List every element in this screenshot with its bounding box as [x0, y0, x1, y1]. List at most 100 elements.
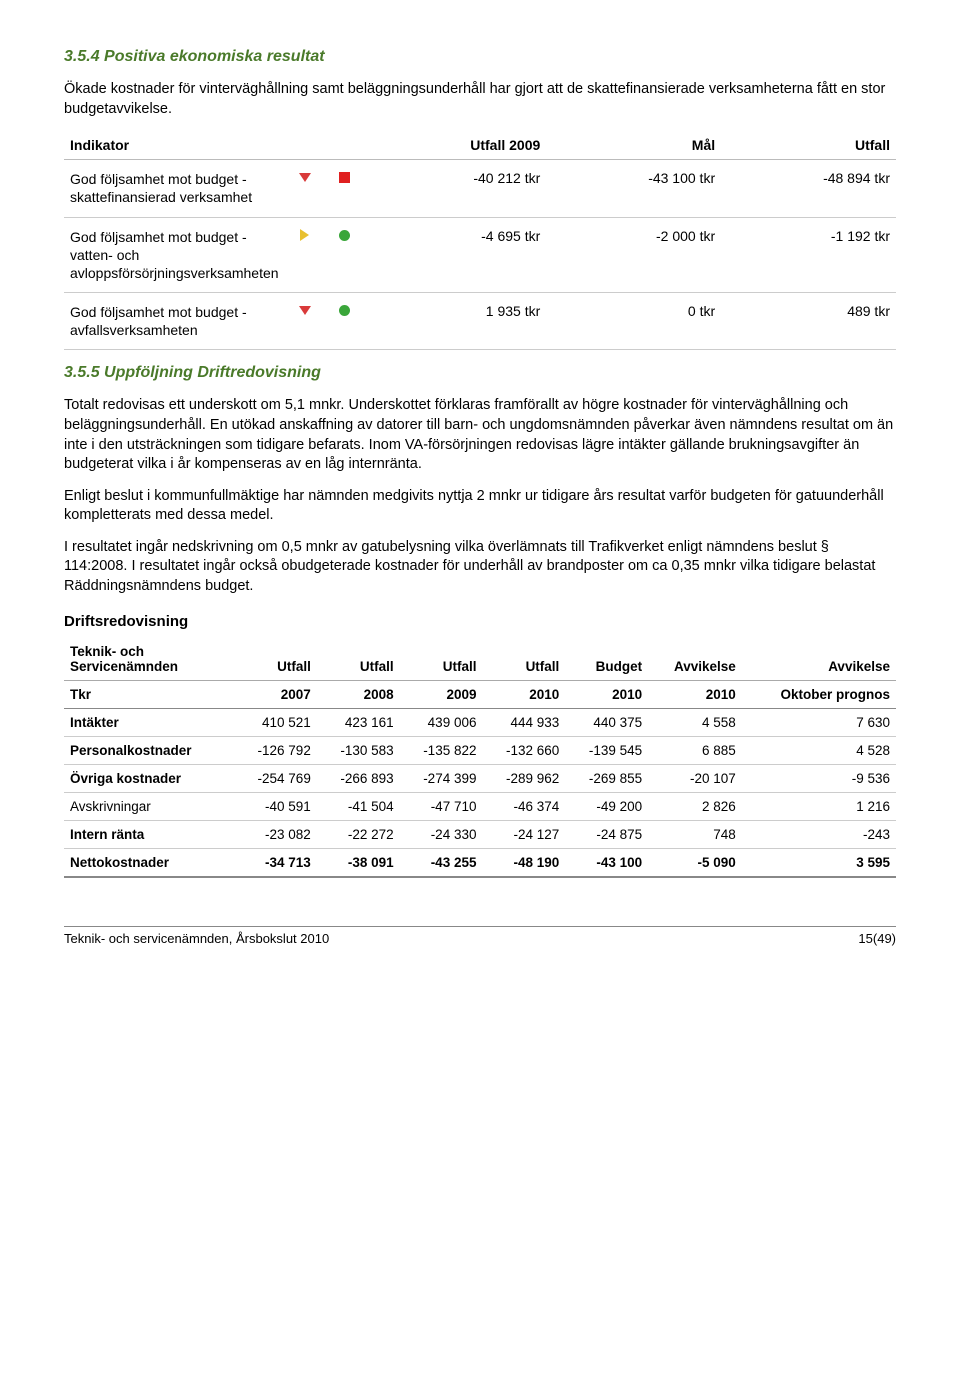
drift-row-value: 423 161 — [317, 708, 400, 736]
drift-row-value: -243 — [742, 820, 896, 848]
drift-h1-c3: Utfall — [317, 638, 400, 681]
drift-total-value: -43 100 — [565, 848, 648, 877]
drift-row-value: -266 893 — [317, 764, 400, 792]
drift-row-value: 4 528 — [742, 736, 896, 764]
drift-row-value: -22 272 — [317, 820, 400, 848]
drift-h1-c8: Avvikelse — [742, 638, 896, 681]
indicator-value: -1 192 tkr — [721, 217, 896, 293]
drift-row: Personalkostnader-126 792-130 583-135 82… — [64, 736, 896, 764]
drift-row-label: Personalkostnader — [64, 736, 234, 764]
page-footer: Teknik- och servicenämnden, Årsbokslut 2… — [64, 926, 896, 946]
indicator-row: God följsamhet mot budget - vatten- och … — [64, 217, 896, 293]
drift-row-label: Övriga kostnader — [64, 764, 234, 792]
indicator-value: -2 000 tkr — [546, 217, 721, 293]
indicator-table: Indikator Utfall 2009 Mål Utfall God föl… — [64, 131, 896, 350]
drift-row-value: -46 374 — [482, 792, 565, 820]
drift-h2-c7: 2010 — [648, 680, 742, 708]
drift-row-value: 2 826 — [648, 792, 742, 820]
drift-row-value: 410 521 — [234, 708, 317, 736]
drift-h2-c1: Tkr — [64, 680, 234, 708]
indicator-value: -48 894 tkr — [721, 160, 896, 217]
indicator-trend-icon — [285, 217, 325, 293]
drift-h1-c6: Budget — [565, 638, 648, 681]
section-3-5-5-p2: Enligt beslut i kommunfullmäktige har nä… — [64, 487, 896, 526]
drift-total-value: -48 190 — [482, 848, 565, 877]
indicator-th-indikator: Indikator — [64, 131, 365, 160]
indicator-label: God följsamhet mot budget - vatten- och … — [64, 217, 285, 293]
drift-row: Avskrivningar-40 591-41 504-47 710-46 37… — [64, 792, 896, 820]
drift-row-value: 6 885 — [648, 736, 742, 764]
section-3-5-5-p1: Totalt redovisas ett underskott om 5,1 m… — [64, 396, 896, 474]
indicator-th-mal: Mål — [546, 131, 721, 160]
drift-row-value: -139 545 — [565, 736, 648, 764]
section-3-5-5-p3: I resultatet ingår nedskrivning om 0,5 m… — [64, 538, 896, 597]
drift-total-value: -38 091 — [317, 848, 400, 877]
indicator-value: -40 212 tkr — [365, 160, 547, 217]
drift-row-value: 439 006 — [400, 708, 483, 736]
drift-row-value: -24 875 — [565, 820, 648, 848]
drift-row-value: -49 200 — [565, 792, 648, 820]
section-3-5-5-heading: 3.5.5 Uppföljning Driftredovisning — [64, 364, 896, 382]
drift-h1-c5: Utfall — [482, 638, 565, 681]
drift-title: Driftsredovisning — [64, 613, 896, 630]
drift-row: Övriga kostnader-254 769-266 893-274 399… — [64, 764, 896, 792]
indicator-label: God följsamhet mot budget - skattefinans… — [64, 160, 285, 217]
drift-row: Intern ränta-23 082-22 272-24 330-24 127… — [64, 820, 896, 848]
footer-left: Teknik- och servicenämnden, Årsbokslut 2… — [64, 931, 329, 946]
drift-row-value: 7 630 — [742, 708, 896, 736]
drift-row-label: Avskrivningar — [64, 792, 234, 820]
indicator-value: -4 695 tkr — [365, 217, 547, 293]
drift-row-value: -40 591 — [234, 792, 317, 820]
drift-total-label: Nettokostnader — [64, 848, 234, 877]
drift-row-value: 440 375 — [565, 708, 648, 736]
drift-h2-c8: Oktober prognos — [742, 680, 896, 708]
drift-row-value: -130 583 — [317, 736, 400, 764]
drift-row-label: Intäkter — [64, 708, 234, 736]
indicator-value: 489 tkr — [721, 293, 896, 350]
indicator-status-icon — [325, 217, 365, 293]
drift-row-value: -269 855 — [565, 764, 648, 792]
indicator-value: 1 935 tkr — [365, 293, 547, 350]
drift-h1-c1: Teknik- och Servicenämnden — [64, 638, 234, 681]
footer-right: 15(49) — [858, 931, 896, 946]
drift-row-value: -126 792 — [234, 736, 317, 764]
drift-row-value: -254 769 — [234, 764, 317, 792]
drift-row-value: -20 107 — [648, 764, 742, 792]
drift-row-value: -274 399 — [400, 764, 483, 792]
section-3-5-4-intro: Ökade kostnader för vinterväghållning sa… — [64, 80, 896, 119]
drift-row-value: -9 536 — [742, 764, 896, 792]
drift-h2-c2: 2007 — [234, 680, 317, 708]
drift-row-value: -47 710 — [400, 792, 483, 820]
drift-h2-c5: 2010 — [482, 680, 565, 708]
indicator-trend-icon — [285, 293, 325, 350]
drift-row-value: 4 558 — [648, 708, 742, 736]
indicator-status-icon — [325, 293, 365, 350]
drift-row-value: -289 962 — [482, 764, 565, 792]
drift-h1-c2: Utfall — [234, 638, 317, 681]
drift-row-value: -24 330 — [400, 820, 483, 848]
indicator-status-icon — [325, 160, 365, 217]
drift-row: Intäkter410 521423 161439 006444 933440 … — [64, 708, 896, 736]
drift-row-value: 444 933 — [482, 708, 565, 736]
drift-row-value: 1 216 — [742, 792, 896, 820]
drift-h2-c6: 2010 — [565, 680, 648, 708]
indicator-th-utfall: Utfall — [721, 131, 896, 160]
indicator-row: God följsamhet mot budget - skattefinans… — [64, 160, 896, 217]
drift-row-value: -24 127 — [482, 820, 565, 848]
drift-h2-c4: 2009 — [400, 680, 483, 708]
drift-h1-c4: Utfall — [400, 638, 483, 681]
drift-total-row: Nettokostnader-34 713-38 091-43 255-48 1… — [64, 848, 896, 877]
indicator-label: God följsamhet mot budget - avfallsverks… — [64, 293, 285, 350]
drift-h2-c3: 2008 — [317, 680, 400, 708]
drift-total-value: 3 595 — [742, 848, 896, 877]
drift-row-value: -132 660 — [482, 736, 565, 764]
drift-row-value: -41 504 — [317, 792, 400, 820]
indicator-row: God följsamhet mot budget - avfallsverks… — [64, 293, 896, 350]
indicator-value: -43 100 tkr — [546, 160, 721, 217]
indicator-th-utfall2009: Utfall 2009 — [365, 131, 547, 160]
indicator-trend-icon — [285, 160, 325, 217]
drift-row-label: Intern ränta — [64, 820, 234, 848]
section-3-5-4-heading: 3.5.4 Positiva ekonomiska resultat — [64, 48, 896, 66]
drift-row-value: -23 082 — [234, 820, 317, 848]
drift-total-value: -5 090 — [648, 848, 742, 877]
